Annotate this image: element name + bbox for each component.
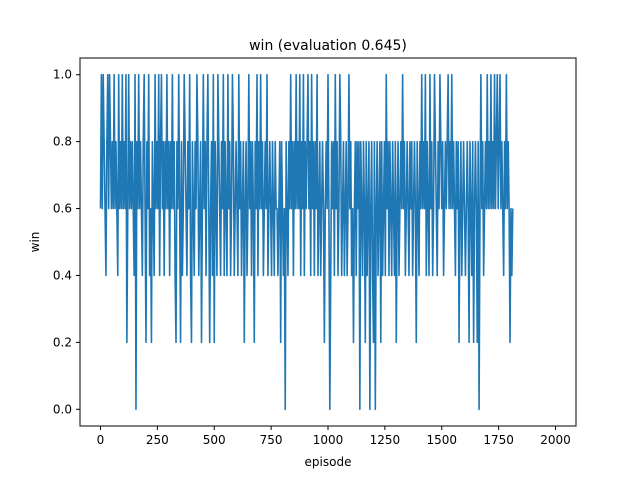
plot-area: [99, 73, 514, 411]
x-tick-label: 1250: [370, 433, 401, 447]
x-tick-label: 1750: [483, 433, 514, 447]
y-tick-label: 0.2: [53, 335, 72, 349]
x-tick-label: 250: [146, 433, 169, 447]
y-tick-label: 0.6: [53, 202, 72, 216]
y-axis: 0.0 0.2 0.4 0.6 0.8 1.0: [53, 68, 80, 416]
x-tick-label: 2000: [540, 433, 571, 447]
x-axis: 0 250 500 750 1000 1250 1500 1750 2000: [97, 426, 571, 447]
series-line: [99, 73, 514, 411]
x-tick-label: 1000: [313, 433, 344, 447]
y-tick-label: 0.4: [53, 268, 72, 282]
x-tick-label: 1500: [426, 433, 457, 447]
y-tick-label: 0.0: [53, 402, 72, 416]
x-tick-label: 500: [203, 433, 226, 447]
y-axis-label: win: [28, 232, 42, 253]
y-tick-label: 0.8: [53, 135, 72, 149]
x-tick-label: 0: [97, 433, 105, 447]
chart-title: win (evaluation 0.645): [249, 38, 407, 54]
x-axis-label: episode: [305, 455, 352, 469]
x-tick-label: 750: [260, 433, 283, 447]
plot-frame: [79, 57, 577, 427]
y-tick-label: 1.0: [53, 68, 72, 82]
